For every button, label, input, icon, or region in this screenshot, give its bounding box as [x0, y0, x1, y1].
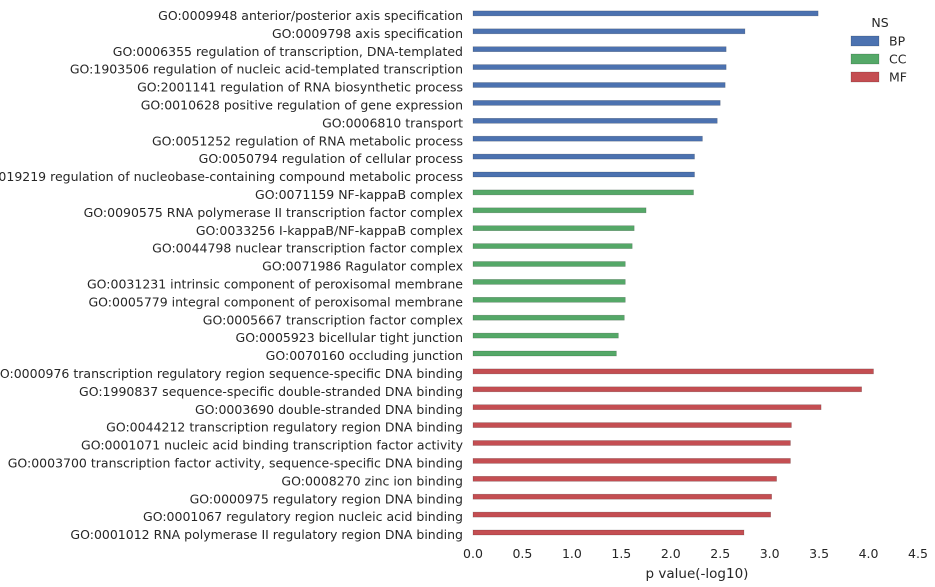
- bar-bp-4: [472, 82, 726, 88]
- x-tick-label: 4.0: [859, 546, 879, 561]
- x-tick-label: 1.5: [611, 546, 631, 561]
- bar-cc-7: [472, 314, 625, 321]
- y-tick-label: GO:0050794 regulation of cellular proces…: [199, 151, 463, 166]
- bar-bp-2: [472, 46, 727, 53]
- x-tick-label: 4.5: [908, 546, 928, 561]
- bar-mf-4: [472, 440, 791, 446]
- y-tick-label: GO:0010628 positive regulation of gene e…: [141, 98, 463, 113]
- x-tick-label: 3.5: [809, 546, 829, 561]
- y-tick-label: GO:0071986 Ragulator complex: [262, 259, 463, 274]
- x-tick-label: 3.0: [760, 546, 780, 561]
- y-tick-label: GO:0001012 RNA polymerase II regulatory …: [70, 527, 463, 542]
- y-tick-label: GO:0000975 regulatory region DNA binding: [190, 491, 463, 506]
- bar-bp-7: [472, 135, 703, 142]
- y-tick-label: GO:0051252 regulation of RNA metabolic p…: [152, 133, 463, 148]
- bar-mf-1: [472, 386, 862, 393]
- x-tick-label: 0.0: [463, 546, 483, 561]
- y-tick-label: GO:0006810 transport: [322, 115, 463, 130]
- legend-label-mf: MF: [889, 70, 907, 85]
- y-tick-label: GO:0005923 bicellular tight junction: [236, 330, 463, 345]
- x-tick-label: 0.5: [512, 546, 532, 561]
- bar-mf-7: [472, 493, 772, 500]
- bar-bp-5: [472, 100, 721, 106]
- bar-mf-2: [472, 404, 822, 411]
- y-tick-label: GO:0033256 I-kappaB/NF-kappaB complex: [196, 223, 463, 238]
- legend-title: NS: [871, 15, 888, 30]
- y-tick-label: GO:0044798 nuclear transcription factor …: [152, 241, 463, 256]
- bar-mf-6: [472, 475, 777, 482]
- bar-cc-9: [472, 350, 617, 357]
- bar-cc-2: [472, 225, 635, 231]
- x-tick-label: 2.5: [710, 546, 730, 561]
- y-tick-label: GO:0001071 nucleic acid binding transcri…: [81, 438, 464, 453]
- y-tick-label: GO:0003700 transcription factor activity…: [8, 456, 463, 471]
- bar-cc-1: [472, 207, 647, 214]
- bar-cc-0: [472, 189, 694, 196]
- y-tick-label: GO:1903506 regulation of nucleic acid-te…: [70, 62, 463, 77]
- legend-swatch-bp: [850, 35, 880, 47]
- y-tick-labels: GO:0009948 anterior/posterior axis speci…: [0, 8, 464, 542]
- bar-mf-0: [472, 368, 874, 375]
- y-tick-label: GO:0003690 double-stranded DNA binding: [195, 402, 463, 417]
- bar-mf-3: [472, 422, 792, 428]
- y-tick-label: GO:0090575 RNA polymerase II transcripti…: [84, 205, 463, 220]
- legend-label-bp: BP: [889, 34, 906, 49]
- legend: NS BP CC MF: [850, 15, 907, 85]
- y-tick-label: GO:2001141 regulation of RNA biosyntheti…: [137, 80, 463, 95]
- y-tick-label: GO:0008270 zinc ion binding: [281, 473, 463, 488]
- y-tick-label: GO:0009948 anterior/posterior axis speci…: [158, 8, 463, 23]
- y-tick-label: GO:0009798 axis specification: [272, 26, 463, 41]
- y-tick-label: GO:0006355 regulation of transcription, …: [113, 44, 463, 59]
- bar-bp-6: [472, 118, 718, 124]
- bar-bp-8: [472, 153, 695, 160]
- x-tick-label: 2.0: [661, 546, 681, 561]
- legend-swatch-mf: [850, 71, 880, 83]
- bar-bp-9: [472, 171, 695, 178]
- y-tick-label: GO:0001067 regulatory region nucleic aci…: [143, 509, 463, 524]
- y-tick-label: GO:0044212 transcription regulatory regi…: [106, 420, 463, 435]
- bar-bp-1: [472, 28, 746, 35]
- x-tick-label: 1.0: [562, 546, 582, 561]
- y-tick-label: GO:0071159 NF-kappaB complex: [255, 187, 463, 202]
- bars-group: [472, 10, 874, 536]
- bar-cc-6: [472, 296, 626, 303]
- bar-mf-9: [472, 529, 745, 536]
- bar-cc-4: [472, 261, 626, 267]
- x-axis-label: p value(-log10): [646, 566, 749, 582]
- legend-swatch-cc: [850, 53, 880, 65]
- bar-mf-8: [472, 511, 771, 518]
- legend-label-cc: CC: [889, 52, 907, 67]
- x-tick-labels: 0.0 0.5 1.0 1.5 2.0 2.5 3.0 3.5 4.0 4.5: [463, 546, 928, 561]
- y-tick-label: GO:0070160 occluding junction: [266, 348, 463, 363]
- y-tick-label: GO:0005779 integral component of peroxis…: [89, 294, 464, 309]
- y-tick-label: GO:0000976 transcription regulatory regi…: [0, 366, 463, 381]
- y-tick-label: GO:0005667 transcription factor complex: [203, 312, 463, 327]
- bar-cc-5: [472, 279, 626, 285]
- bar-cc-3: [472, 243, 633, 249]
- y-tick-label: GO:1990837 sequence-specific double-stra…: [79, 384, 463, 399]
- bar-cc-8: [472, 332, 619, 339]
- bar-bp-3: [472, 64, 727, 70]
- bar-mf-5: [472, 458, 791, 464]
- y-tick-label: GO:0031231 intrinsic component of peroxi…: [87, 277, 463, 292]
- bar-bp-0: [472, 10, 819, 17]
- y-tick-label: GO:0019219 regulation of nucleobase-cont…: [0, 169, 463, 184]
